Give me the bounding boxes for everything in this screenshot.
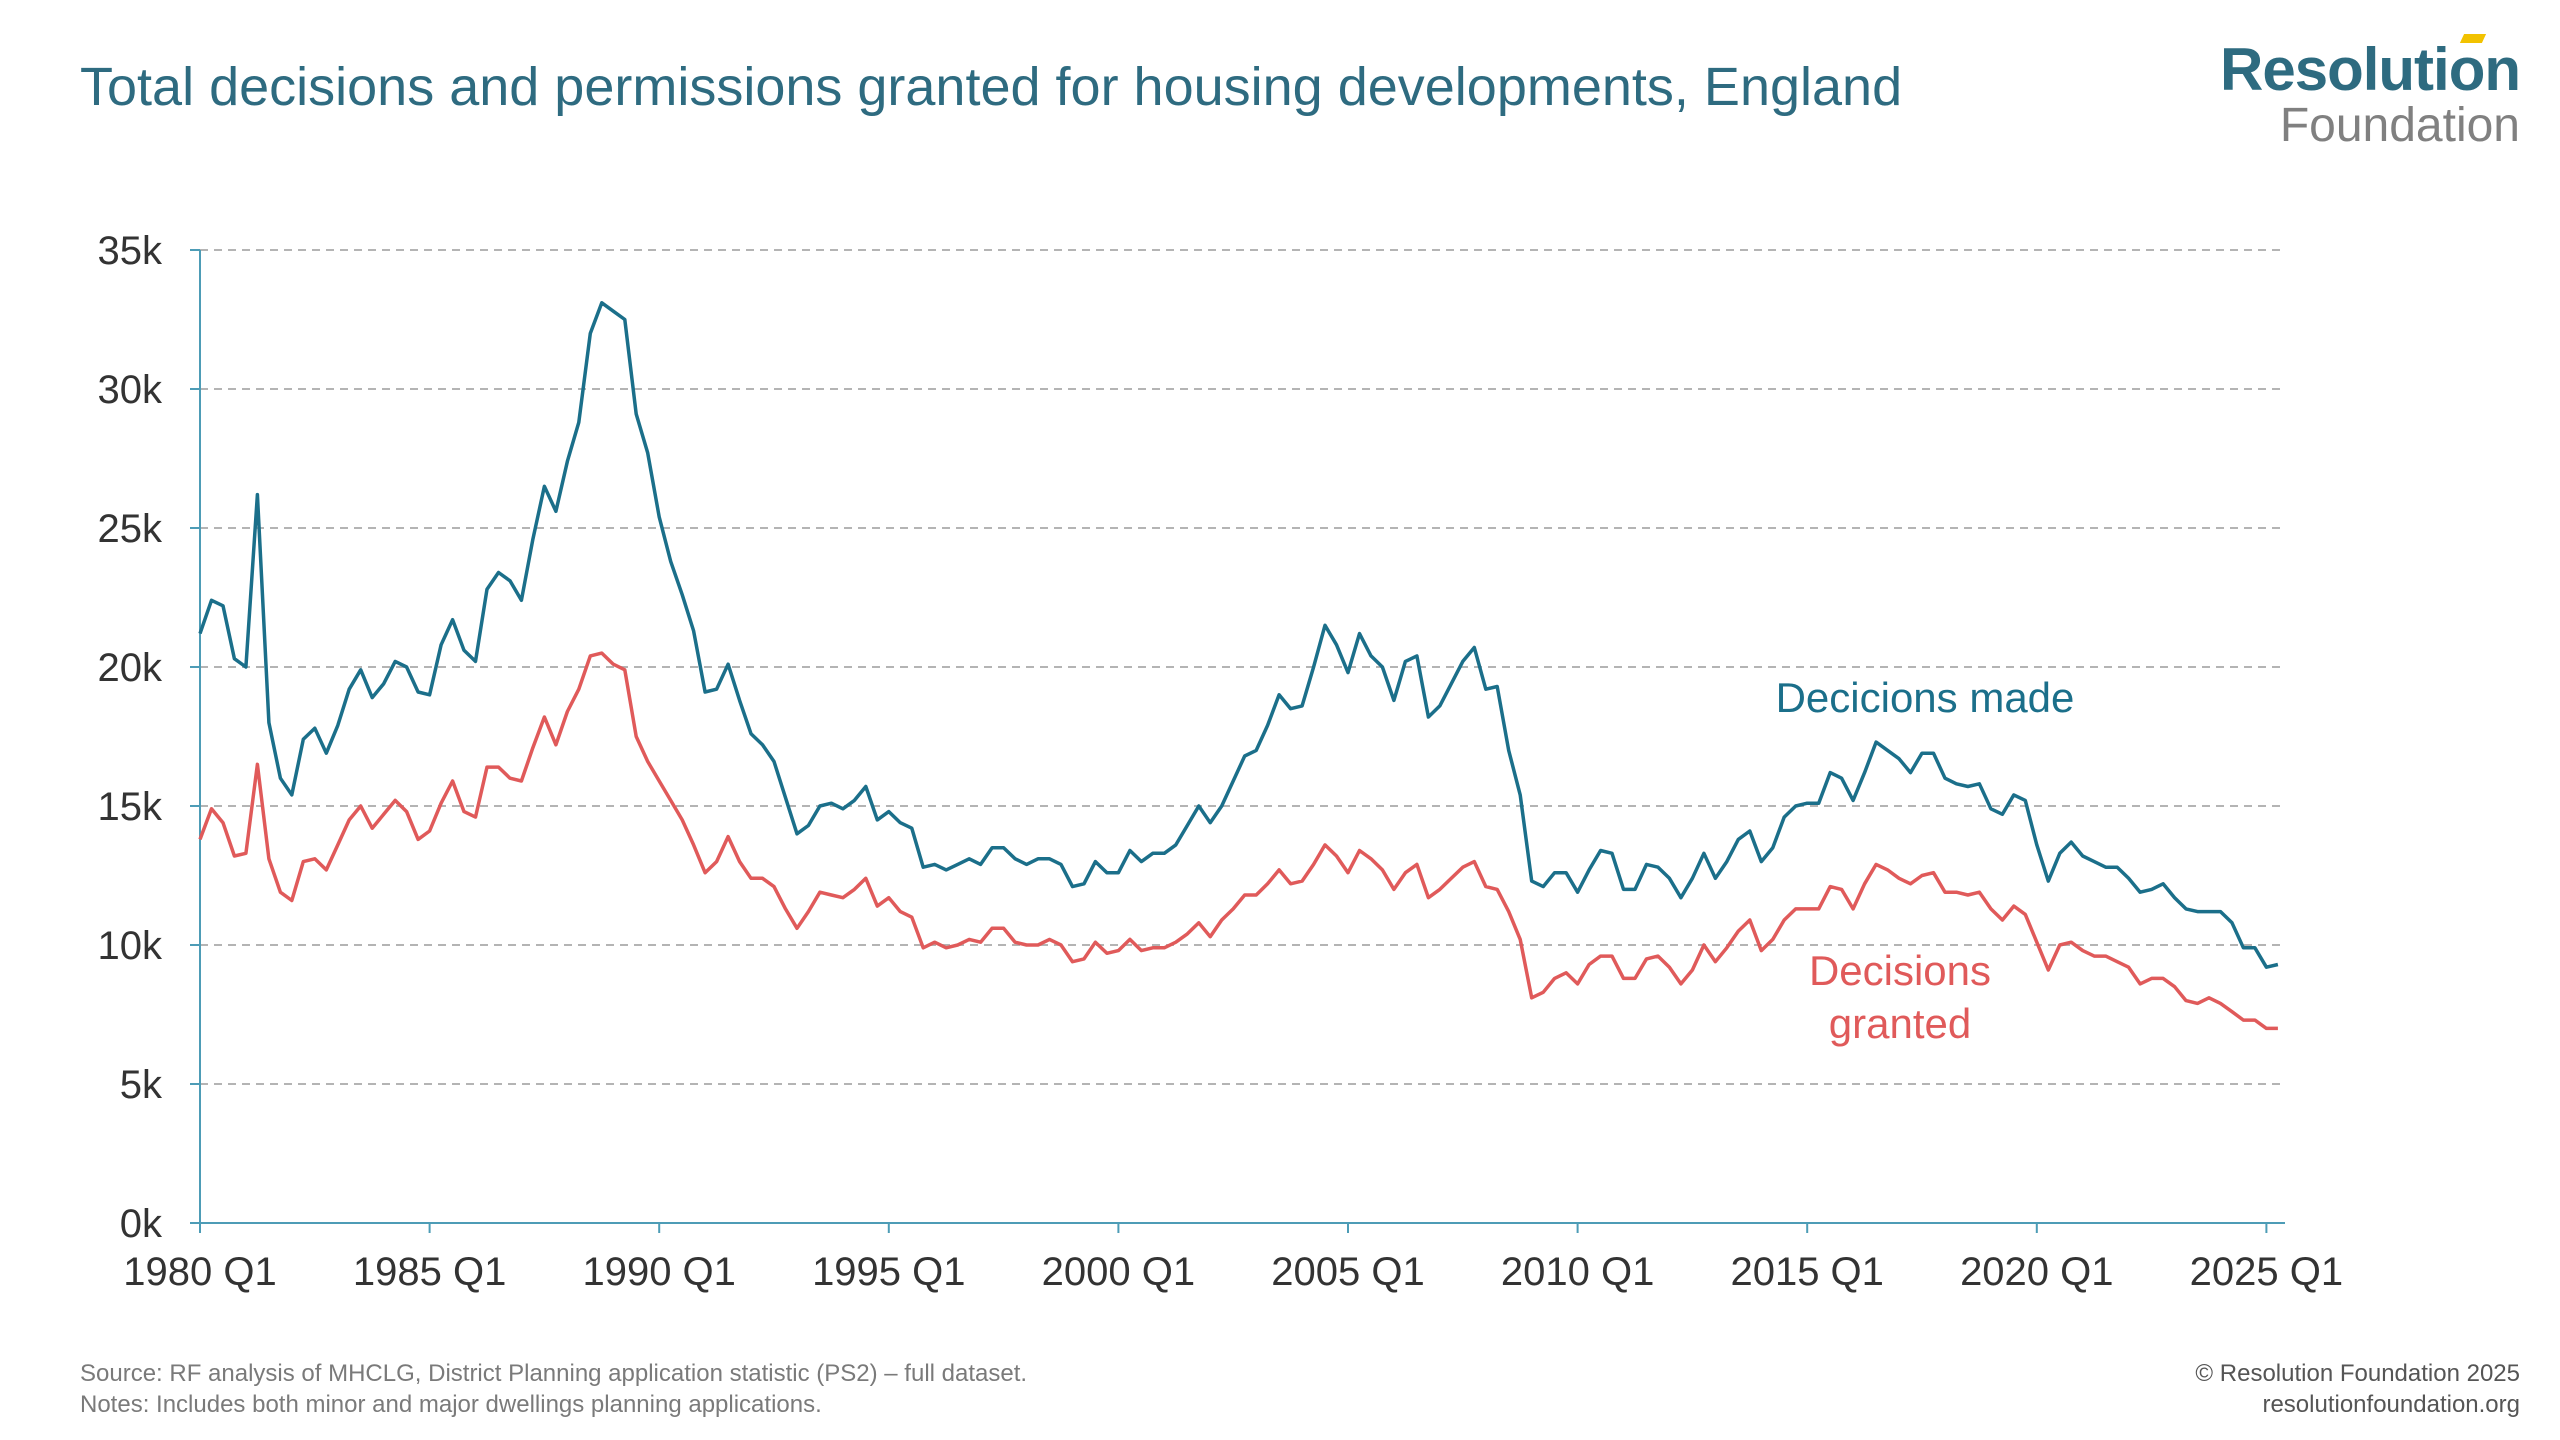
series-label-line: Decicions made — [1776, 674, 2075, 721]
footer-notes: Source: RF analysis of MHCLG, District P… — [80, 1358, 1027, 1420]
y-axis-tick-labels: 0k 5k 10k 15k 20k 25k 30k 35k — [98, 229, 163, 1246]
y-tick-label: 0k — [120, 1202, 163, 1246]
chart-title: Total decisions and permissions granted … — [80, 57, 1903, 117]
x-axis-tick-labels: 1980 Q1 1985 Q1 1990 Q1 1995 Q1 2000 Q1 2005 … — [123, 1250, 2343, 1294]
notes-note: Notes: Includes both minor and major dwe… — [80, 1391, 822, 1418]
x-tick-label: 2005 Q1 — [1271, 1250, 1424, 1294]
gridlines — [190, 249, 2285, 1224]
x-tick-label: 1980 Q1 — [123, 1250, 276, 1294]
x-tick-label: 2020 Q1 — [1960, 1250, 2113, 1294]
logo-wordmark-top: Resolution — [2220, 36, 2521, 103]
y-tick-label: 25k — [98, 507, 163, 551]
footer-credits: © Resolution Foundation 2025 resolutionf… — [2195, 1358, 2520, 1420]
axes — [199, 250, 2285, 1233]
copyright-text: © Resolution Foundation 2025 — [2195, 1360, 2520, 1387]
y-tick-label: 5k — [120, 1063, 163, 1107]
decisions-made-label: Decicions made — [1776, 674, 2075, 721]
x-tick-label: 1995 Q1 — [812, 1250, 965, 1294]
series-labels: Decicions made Decisions granted — [1776, 674, 2075, 1047]
y-tick-label: 10k — [98, 924, 163, 968]
y-tick-label: 30k — [98, 368, 163, 412]
x-tick-label: 2010 Q1 — [1501, 1250, 1654, 1294]
logo-wordmark-bottom: Foundation — [2279, 99, 2520, 152]
source-note: Source: RF analysis of MHCLG, District P… — [80, 1360, 1028, 1387]
x-tick-label: 1990 Q1 — [582, 1250, 735, 1294]
decisions-granted-label: Decisions granted — [1809, 947, 1991, 1047]
x-tick-label: 2015 Q1 — [1730, 1250, 1883, 1294]
y-tick-label: 15k — [98, 785, 163, 829]
x-tick-label: 2025 Q1 — [2190, 1250, 2343, 1294]
resolution-foundation-logo: Resolution Foundation — [2220, 34, 2521, 153]
series-label-line: granted — [1829, 1000, 1971, 1047]
x-tick-label: 1985 Q1 — [353, 1250, 506, 1294]
decisions-made-line — [198, 301, 2279, 969]
series-label-line: Decisions — [1809, 947, 1991, 994]
series-lines — [198, 301, 2279, 1031]
decisions-granted-line — [198, 651, 2278, 1031]
x-tick-label: 2000 Q1 — [1042, 1250, 1195, 1294]
website-link[interactable]: resolutionfoundation.org — [2262, 1391, 2520, 1418]
y-tick-label: 35k — [98, 229, 163, 273]
y-tick-label: 20k — [98, 646, 163, 690]
